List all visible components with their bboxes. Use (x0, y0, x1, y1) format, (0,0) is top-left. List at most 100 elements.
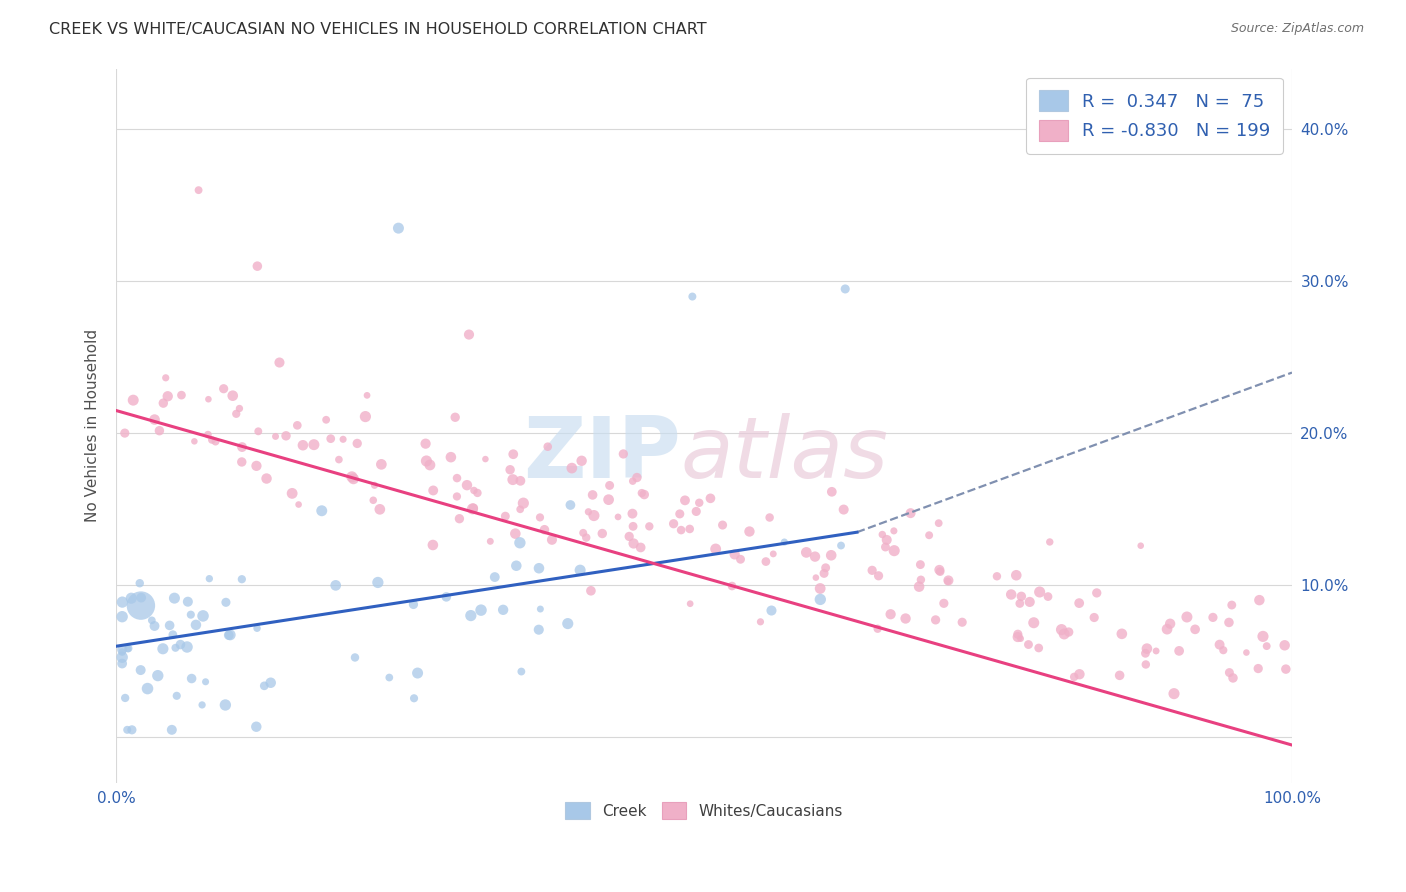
Point (419, 458, 441, 472)
Point (509, 535, 531, 549)
Point (212, 382, 235, 396)
Point (368, 502, 391, 516)
Point (908, 580, 931, 594)
Point (721, 579, 744, 593)
Point (228, 401, 250, 416)
Point (529, 602, 551, 616)
Point (121, 723, 143, 737)
Point (879, 607, 901, 622)
Point (533, 523, 555, 537)
Point (402, 691, 425, 706)
Point (599, 478, 621, 492)
Point (406, 666, 429, 681)
Point (201, 433, 224, 447)
Point (571, 454, 593, 468)
Point (804, 571, 827, 585)
Point (910, 573, 932, 587)
Point (875, 540, 897, 554)
Point (1022, 615, 1045, 630)
Text: atlas: atlas (681, 413, 889, 496)
Point (761, 603, 783, 617)
Point (529, 510, 551, 524)
Point (808, 592, 831, 607)
Point (1039, 535, 1062, 549)
Point (1005, 568, 1028, 582)
Point (1108, 668, 1130, 682)
Point (808, 582, 831, 596)
Point (231, 455, 253, 469)
Point (928, 516, 950, 530)
Point (117, 641, 139, 656)
Point (561, 461, 583, 475)
Point (1175, 610, 1198, 624)
Point (156, 389, 179, 403)
Point (264, 429, 287, 443)
Point (832, 502, 855, 516)
Point (111, 609, 134, 624)
Point (821, 484, 844, 499)
Point (910, 558, 932, 572)
Point (285, 418, 308, 433)
Point (342, 472, 364, 486)
Point (484, 570, 506, 584)
Point (582, 508, 605, 523)
Point (302, 438, 325, 452)
Point (738, 524, 761, 539)
Point (928, 563, 950, 577)
Point (343, 650, 366, 665)
Point (1129, 539, 1152, 553)
Point (378, 671, 401, 685)
Point (291, 438, 314, 452)
Point (569, 563, 592, 577)
Point (269, 355, 291, 369)
Point (626, 470, 648, 484)
Point (1274, 638, 1296, 652)
Point (1028, 585, 1050, 599)
Point (581, 488, 603, 502)
Point (872, 527, 894, 541)
Point (467, 486, 489, 500)
Point (152, 396, 174, 410)
Point (541, 533, 564, 547)
Point (129, 591, 152, 605)
Point (679, 597, 702, 611)
Point (197, 427, 219, 442)
Point (688, 496, 710, 510)
Point (936, 574, 959, 589)
Point (458, 327, 481, 342)
Point (860, 563, 883, 577)
Point (638, 519, 661, 533)
Point (155, 371, 177, 385)
Point (1218, 665, 1240, 680)
Point (159, 618, 181, 632)
Point (204, 434, 226, 449)
Point (1234, 646, 1257, 660)
Point (163, 591, 186, 606)
Point (986, 569, 1008, 583)
Point (361, 493, 384, 508)
Point (247, 425, 270, 439)
Point (246, 259, 269, 273)
Point (1249, 593, 1271, 607)
Point (621, 474, 644, 488)
Point (1156, 622, 1178, 636)
Point (1007, 627, 1029, 641)
Point (152, 641, 174, 656)
Point (724, 548, 747, 562)
Point (1036, 590, 1059, 604)
Point (813, 566, 835, 581)
Point (260, 675, 283, 690)
Point (136, 681, 159, 696)
Point (148, 424, 170, 438)
Point (1168, 644, 1191, 658)
Point (474, 452, 496, 467)
Point (143, 619, 166, 633)
Point (114, 690, 136, 705)
Point (460, 608, 482, 623)
Point (598, 492, 620, 507)
Point (446, 490, 468, 504)
Point (356, 388, 378, 402)
Point (311, 504, 333, 518)
Point (560, 498, 582, 512)
Point (866, 622, 889, 636)
